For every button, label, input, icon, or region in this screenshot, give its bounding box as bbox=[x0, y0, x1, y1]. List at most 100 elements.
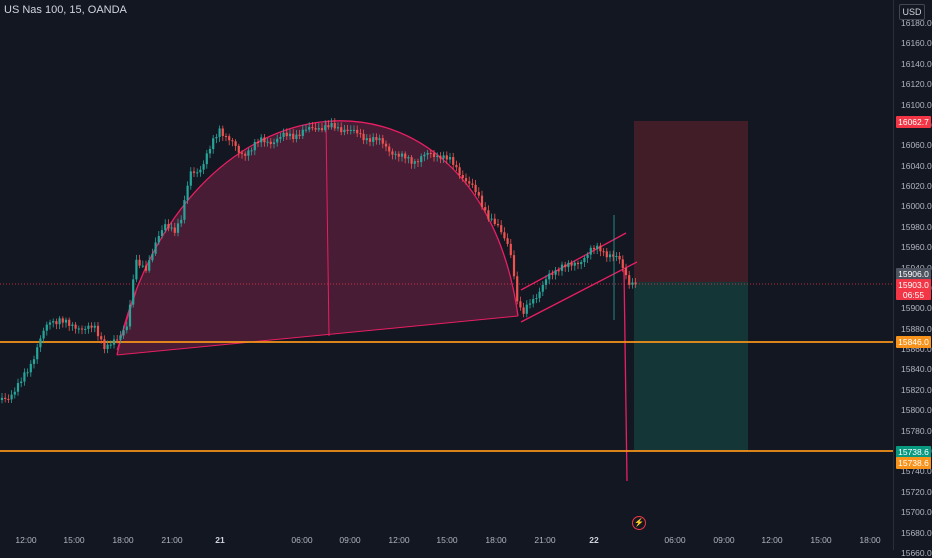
symbol-title[interactable]: US Nas 100, 15, OANDA bbox=[4, 4, 127, 16]
price-tick: 15880.0 bbox=[901, 323, 932, 334]
candle-body bbox=[119, 335, 122, 340]
candle-body bbox=[612, 254, 615, 257]
candle-body bbox=[84, 328, 87, 330]
candle-body bbox=[103, 339, 106, 350]
candle-body bbox=[240, 152, 244, 154]
candle-body bbox=[61, 318, 64, 323]
candle-body bbox=[0, 397, 4, 400]
candle-body bbox=[458, 167, 461, 176]
candle-body bbox=[461, 175, 464, 179]
candle-body bbox=[237, 145, 240, 153]
candle-body bbox=[599, 245, 602, 252]
candle-body bbox=[503, 232, 506, 239]
price-tick: 16000.0 bbox=[901, 201, 932, 212]
price-tick: 15820.0 bbox=[901, 384, 932, 395]
candle-body bbox=[320, 128, 324, 131]
candle-body bbox=[80, 328, 84, 330]
candle-body bbox=[544, 279, 548, 285]
price-tick: 16160.0 bbox=[901, 38, 932, 49]
time-tick: 12:00 bbox=[761, 535, 783, 545]
candle-body bbox=[432, 153, 436, 157]
candle-body bbox=[157, 235, 160, 243]
candle-body bbox=[218, 128, 221, 137]
candle-body bbox=[292, 133, 295, 139]
candle-body bbox=[487, 210, 490, 220]
price-tag-support-lower-b: 15738.6 bbox=[896, 457, 931, 469]
candle-body bbox=[493, 218, 496, 225]
candle-body bbox=[135, 259, 138, 280]
candle-body bbox=[336, 127, 340, 129]
candle-body bbox=[352, 129, 356, 131]
countdown-tag: 06:55 bbox=[896, 290, 931, 300]
candle-body bbox=[253, 142, 256, 151]
candle-body bbox=[535, 298, 538, 300]
candle-body bbox=[205, 153, 208, 165]
candle-body bbox=[439, 155, 442, 159]
price-scale[interactable] bbox=[893, 0, 932, 550]
candle-body bbox=[327, 125, 330, 128]
candle-body bbox=[234, 141, 237, 146]
candle-body bbox=[365, 138, 368, 141]
currency-button[interactable]: USD bbox=[899, 4, 925, 20]
price-tick: 16180.0 bbox=[901, 18, 932, 28]
candle-body bbox=[500, 225, 503, 233]
candle-body bbox=[512, 255, 516, 277]
candle-body bbox=[16, 383, 20, 392]
take-profit-zone bbox=[634, 282, 748, 451]
candle-body bbox=[400, 153, 404, 157]
price-tick: 15840.0 bbox=[901, 364, 932, 375]
candle-body bbox=[576, 262, 580, 265]
candle-body bbox=[100, 336, 103, 340]
candle-body bbox=[263, 137, 266, 143]
price-tick: 16060.0 bbox=[901, 140, 932, 151]
candle-body bbox=[538, 291, 541, 299]
candle-body bbox=[116, 339, 119, 341]
candle-body bbox=[564, 264, 567, 268]
candle-body bbox=[573, 262, 576, 266]
candle-body bbox=[359, 133, 362, 135]
time-tick: 09:00 bbox=[713, 535, 735, 545]
candle-body bbox=[77, 328, 80, 330]
candle-body bbox=[125, 326, 128, 331]
candle-body bbox=[455, 164, 458, 168]
candle-body bbox=[388, 146, 391, 152]
candle-body bbox=[567, 262, 570, 268]
candle-body bbox=[106, 344, 109, 350]
candle-body bbox=[196, 172, 199, 174]
candle-body bbox=[560, 264, 564, 271]
candle-body bbox=[122, 330, 125, 336]
candle-body bbox=[32, 359, 36, 364]
cup-pattern-fill bbox=[117, 120, 518, 355]
candle-body bbox=[343, 129, 346, 133]
candle-body bbox=[442, 155, 445, 159]
candle-body bbox=[311, 127, 314, 129]
candle-body bbox=[624, 267, 628, 276]
candle-body bbox=[317, 128, 320, 130]
candle-body bbox=[333, 123, 336, 129]
candle-body bbox=[151, 253, 154, 261]
candle-body bbox=[42, 330, 45, 339]
candle-body bbox=[445, 155, 448, 160]
candle-body bbox=[394, 153, 397, 155]
candle-body bbox=[416, 161, 420, 163]
candle-body bbox=[532, 299, 535, 304]
candle-body bbox=[468, 181, 471, 184]
candle-body bbox=[516, 276, 519, 302]
candle-body bbox=[301, 129, 304, 136]
price-tick: 15660.0 bbox=[901, 547, 932, 558]
time-tick: 18:00 bbox=[112, 535, 134, 545]
candle-body bbox=[490, 218, 493, 220]
candle-body bbox=[304, 129, 308, 131]
candle-body bbox=[605, 251, 608, 258]
candle-body bbox=[23, 372, 26, 382]
candle-body bbox=[189, 171, 192, 186]
candle-body bbox=[285, 132, 288, 137]
candle-body bbox=[583, 257, 586, 263]
candle-body bbox=[615, 255, 618, 257]
candle-body bbox=[250, 150, 253, 152]
candle-body bbox=[496, 224, 500, 226]
lightning-icon[interactable]: ⚡ bbox=[632, 516, 646, 530]
candle-body bbox=[282, 132, 285, 137]
time-tick: 15:00 bbox=[436, 535, 458, 545]
